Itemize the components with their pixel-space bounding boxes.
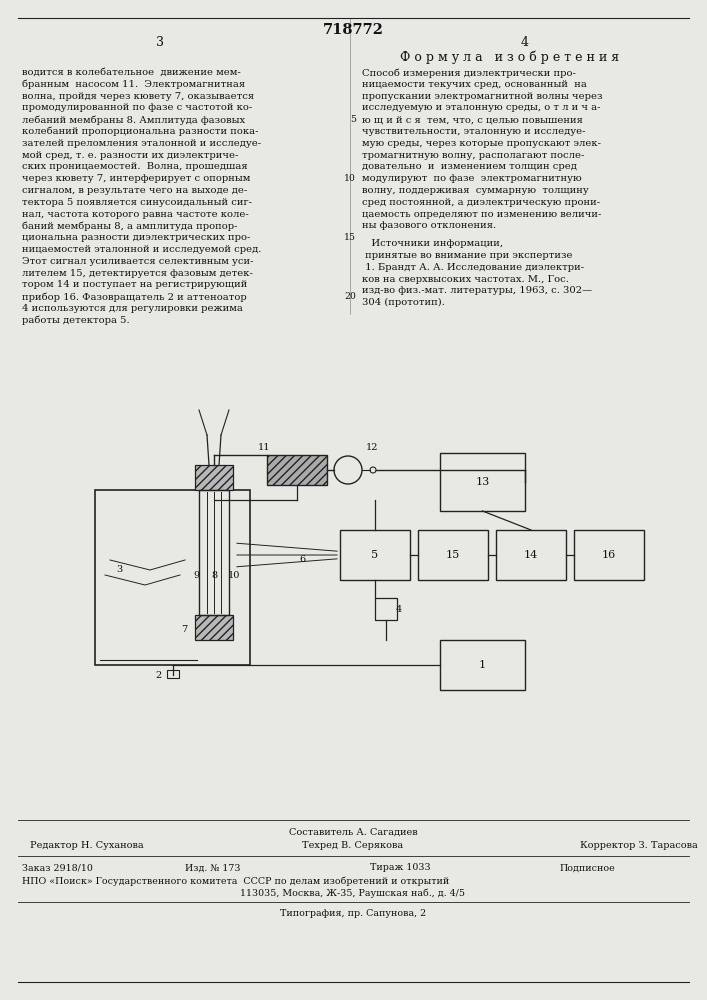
Text: волна, пройдя через кювету 7, оказывается: волна, пройдя через кювету 7, оказываетс… bbox=[22, 92, 254, 101]
Text: через кювету 7, интерферирует с опорным: через кювету 7, интерферирует с опорным bbox=[22, 174, 250, 183]
Text: 8: 8 bbox=[211, 570, 217, 580]
Text: ю щ и й с я  тем, что, с целью повышения: ю щ и й с я тем, что, с целью повышения bbox=[362, 115, 583, 124]
Text: НПО «Поиск» Государственного комитета  СССР по делам изобретений и открытий: НПО «Поиск» Государственного комитета СС… bbox=[22, 876, 449, 886]
Text: нал, частота которого равна частоте коле-: нал, частота которого равна частоте коле… bbox=[22, 210, 249, 219]
Text: промодулированной по фазе с частотой ко-: промодулированной по фазе с частотой ко- bbox=[22, 103, 252, 112]
Bar bbox=[199, 490, 229, 615]
Text: 5: 5 bbox=[371, 550, 378, 560]
Bar bbox=[340, 530, 410, 580]
Text: Ф о р м у л а   и з о б р е т е н и я: Ф о р м у л а и з о б р е т е н и я bbox=[400, 50, 619, 64]
Text: 718772: 718772 bbox=[322, 23, 383, 37]
Text: тромагнитную волну, располагают после-: тромагнитную волну, располагают после- bbox=[362, 151, 585, 160]
Text: зателей преломления эталонной и исследуе-: зателей преломления эталонной и исследуе… bbox=[22, 139, 261, 148]
Text: 10: 10 bbox=[344, 174, 356, 183]
Text: ков на сверхвысоких частотах. М., Гос.: ков на сверхвысоких частотах. М., Гос. bbox=[362, 275, 569, 284]
Bar bbox=[167, 670, 178, 678]
Text: ницаемости текучих сред, основанный  на: ницаемости текучих сред, основанный на bbox=[362, 80, 587, 89]
Text: Тираж 1033: Тираж 1033 bbox=[370, 863, 431, 872]
Text: водится в колебательное  движение мем-: водится в колебательное движение мем- bbox=[22, 68, 241, 77]
Text: сред постоянной, а диэлектрическую прони-: сред постоянной, а диэлектрическую прони… bbox=[362, 198, 600, 207]
Text: циональна разности диэлектрических про-: циональна разности диэлектрических про- bbox=[22, 233, 250, 242]
Bar bbox=[440, 640, 525, 690]
Text: бранным  насосом 11.  Электромагнитная: бранным насосом 11. Электромагнитная bbox=[22, 80, 245, 89]
Text: колебаний пропорциональна разности пока-: колебаний пропорциональна разности пока- bbox=[22, 127, 259, 136]
Text: 6: 6 bbox=[300, 556, 306, 564]
Bar bbox=[418, 530, 488, 580]
Text: 4: 4 bbox=[521, 35, 529, 48]
Text: волну, поддерживая  суммарную  толщину: волну, поддерживая суммарную толщину bbox=[362, 186, 589, 195]
Text: 5: 5 bbox=[350, 115, 356, 124]
Text: 4 используются для регулировки режима: 4 используются для регулировки режима bbox=[22, 304, 243, 313]
Bar bbox=[195, 465, 233, 490]
Text: 20: 20 bbox=[344, 292, 356, 301]
Text: 14: 14 bbox=[524, 550, 538, 560]
Text: 4: 4 bbox=[396, 604, 402, 613]
Text: Подписное: Подписное bbox=[560, 863, 616, 872]
Text: тором 14 и поступает на регистрирующий: тором 14 и поступает на регистрирующий bbox=[22, 280, 247, 289]
Text: прибор 16. Фазовращатель 2 и аттеноатор: прибор 16. Фазовращатель 2 и аттеноатор bbox=[22, 292, 247, 302]
Bar bbox=[95, 490, 250, 665]
Text: мую среды, через которые пропускают элек-: мую среды, через которые пропускают элек… bbox=[362, 139, 601, 148]
Text: 15: 15 bbox=[344, 233, 356, 242]
Text: работы детектора 5.: работы детектора 5. bbox=[22, 316, 129, 325]
Bar bbox=[375, 598, 397, 620]
Text: Редактор Н. Суханова: Редактор Н. Суханова bbox=[30, 842, 144, 850]
Text: 3: 3 bbox=[156, 35, 164, 48]
Text: довательно  и  изменением толщин сред: довательно и изменением толщин сред bbox=[362, 162, 577, 171]
Text: Типография, пр. Сапунова, 2: Типография, пр. Сапунова, 2 bbox=[280, 908, 426, 918]
Text: 113035, Москва, Ж-35, Раушская наб., д. 4/5: 113035, Москва, Ж-35, Раушская наб., д. … bbox=[240, 888, 465, 898]
Text: Заказ 2918/10: Заказ 2918/10 bbox=[22, 863, 93, 872]
Bar bbox=[496, 530, 566, 580]
Text: лителем 15, детектируется фазовым детек-: лителем 15, детектируется фазовым детек- bbox=[22, 269, 253, 278]
Text: 2: 2 bbox=[155, 670, 161, 680]
Text: ницаемостей эталонной и исследуемой сред.: ницаемостей эталонной и исследуемой сред… bbox=[22, 245, 262, 254]
Bar bbox=[574, 530, 644, 580]
Text: мой сред, т. е. разности их диэлектриче-: мой сред, т. е. разности их диэлектриче- bbox=[22, 151, 238, 160]
Text: Этот сигнал усиливается селективным уси-: Этот сигнал усиливается селективным уси- bbox=[22, 257, 254, 266]
Text: лебаний мембраны 8. Амплитуда фазовых: лебаний мембраны 8. Амплитуда фазовых bbox=[22, 115, 245, 125]
Text: Способ измерения диэлектрически про-: Способ измерения диэлектрически про- bbox=[362, 68, 576, 78]
Bar bbox=[267, 455, 327, 485]
Text: Составитель А. Сагадиев: Составитель А. Сагадиев bbox=[288, 828, 417, 836]
Text: 1. Брандт А. А. Исследование диэлектри-: 1. Брандт А. А. Исследование диэлектри- bbox=[362, 263, 584, 272]
Text: баний мембраны 8, а амплитуда пропор-: баний мембраны 8, а амплитуда пропор- bbox=[22, 221, 238, 231]
Bar bbox=[440, 453, 525, 511]
Text: изд-во физ.-мат. литературы, 1963, с. 302—: изд-во физ.-мат. литературы, 1963, с. 30… bbox=[362, 286, 592, 295]
Text: 11: 11 bbox=[258, 442, 271, 452]
Text: принятые во внимание при экспертизе: принятые во внимание при экспертизе bbox=[362, 251, 573, 260]
Text: модулируют  по фазе  электромагнитную: модулируют по фазе электромагнитную bbox=[362, 174, 582, 183]
Text: сигналом, в результате чего на выходе де-: сигналом, в результате чего на выходе де… bbox=[22, 186, 247, 195]
Text: 15: 15 bbox=[446, 550, 460, 560]
Text: 7: 7 bbox=[181, 626, 187, 635]
Bar bbox=[195, 615, 233, 640]
Text: тектора 5 появляется синусоидальный сиг-: тектора 5 появляется синусоидальный сиг- bbox=[22, 198, 252, 207]
Text: чувствительности, эталонную и исследуе-: чувствительности, эталонную и исследуе- bbox=[362, 127, 585, 136]
Text: 304 (прототип).: 304 (прототип). bbox=[362, 298, 445, 307]
Text: 3: 3 bbox=[116, 566, 122, 574]
Text: Корректор З. Тарасова: Корректор З. Тарасова bbox=[580, 842, 698, 850]
Text: ны фазового отклонения.: ны фазового отклонения. bbox=[362, 221, 496, 230]
Text: пропускании электромагнитной волны через: пропускании электромагнитной волны через bbox=[362, 92, 602, 101]
Text: 12: 12 bbox=[366, 442, 378, 452]
Text: Изд. № 173: Изд. № 173 bbox=[185, 863, 240, 872]
Text: 16: 16 bbox=[602, 550, 616, 560]
Text: 13: 13 bbox=[475, 477, 490, 487]
Text: 1: 1 bbox=[479, 660, 486, 670]
Text: Источники информации,: Источники информации, bbox=[362, 239, 503, 248]
Text: 10: 10 bbox=[228, 570, 240, 580]
Text: 9: 9 bbox=[194, 570, 200, 580]
Text: ских проницаемостей.  Волна, прошедшая: ских проницаемостей. Волна, прошедшая bbox=[22, 162, 247, 171]
Text: исследуемую и эталонную среды, о т л и ч а-: исследуемую и эталонную среды, о т л и ч… bbox=[362, 103, 600, 112]
Text: Техред В. Серякова: Техред В. Серякова bbox=[303, 842, 404, 850]
Text: цаемость определяют по изменению величи-: цаемость определяют по изменению величи- bbox=[362, 210, 602, 219]
